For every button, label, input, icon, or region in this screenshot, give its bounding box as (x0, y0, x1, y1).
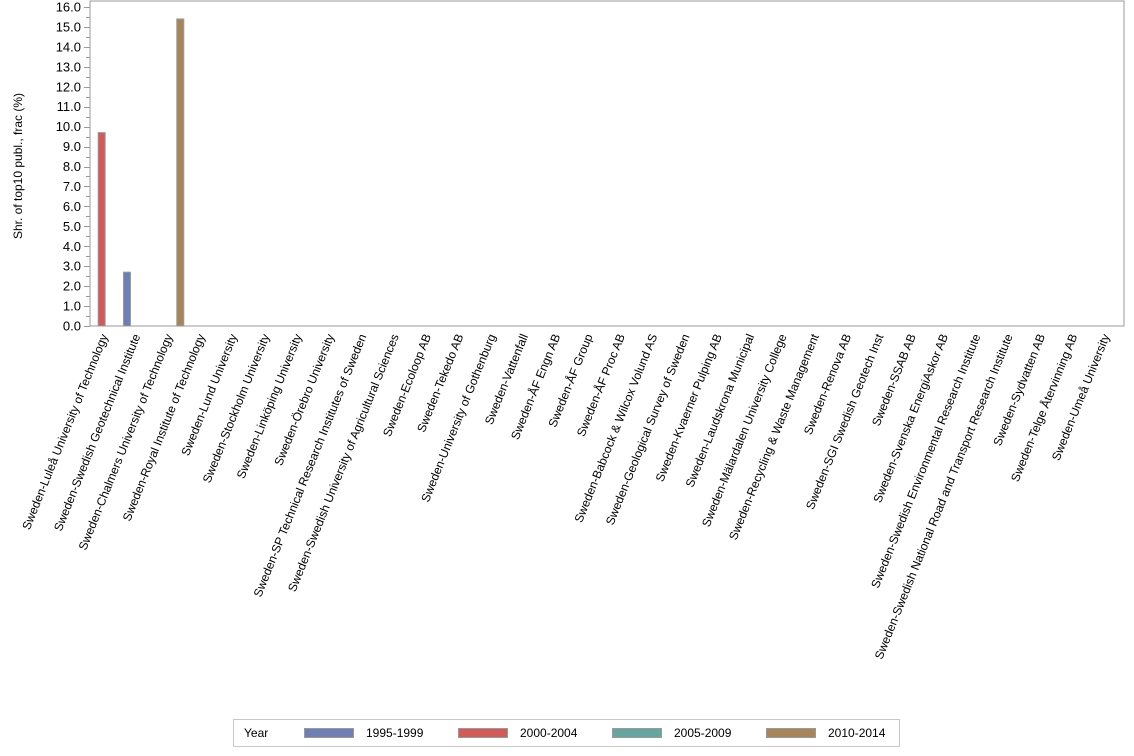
y-tick-label: 6.0 (63, 199, 81, 214)
y-tick-label: 10.0 (56, 119, 81, 134)
legend-swatch (304, 728, 354, 738)
y-tick-label: 9.0 (63, 139, 81, 154)
y-tick-label: 12.0 (56, 79, 81, 94)
legend-label: 2000-2004 (520, 726, 578, 740)
y-tick-label: 8.0 (63, 159, 81, 174)
y-tick-label: 0.0 (63, 319, 81, 334)
y-tick-label: 1.0 (63, 299, 81, 314)
y-tick-label: 2.0 (63, 279, 81, 294)
x-tick-label: Sweden-Örebro University (271, 332, 337, 468)
bar (97, 132, 106, 327)
y-tick-label: 5.0 (63, 219, 81, 234)
bars (97, 18, 185, 327)
y-axis: 0.0 1.0 2.0 3.0 4.0 5.0 6.0 7.0 8.0 9.0 10.0 11.0 12… (56, 0, 90, 334)
y-axis-title-text: Shr. of top10 publ., frac (%) (11, 92, 25, 240)
legend: Year 1995-1999 2000-2004 2005-2009 2010-… (233, 719, 900, 747)
legend-label: 2010-2014 (828, 726, 886, 740)
bar (176, 18, 185, 327)
y-tick-label: 7.0 (63, 179, 81, 194)
y-tick-label: 11.0 (57, 99, 81, 114)
legend-title: Year (244, 726, 269, 740)
y-tick-label: 15.0 (56, 19, 81, 34)
legend-label: 2005-2009 (674, 726, 732, 740)
plot-area (89, 0, 1125, 327)
legend-label: 1995-1999 (366, 726, 424, 740)
y-tick-label: 13.0 (56, 59, 81, 74)
legend-swatch (612, 728, 662, 738)
legend-swatch (766, 728, 816, 738)
x-axis: Sweden-Luleå University of TechnologySwe… (19, 331, 1112, 661)
legend-swatch (458, 728, 508, 738)
y-tick-label: 16.0 (56, 0, 81, 15)
y-tick-label: 14.0 (56, 39, 81, 54)
bar (122, 271, 131, 327)
y-tick-label: 4.0 (63, 239, 81, 254)
y-tick-label: 3.0 (63, 259, 81, 274)
